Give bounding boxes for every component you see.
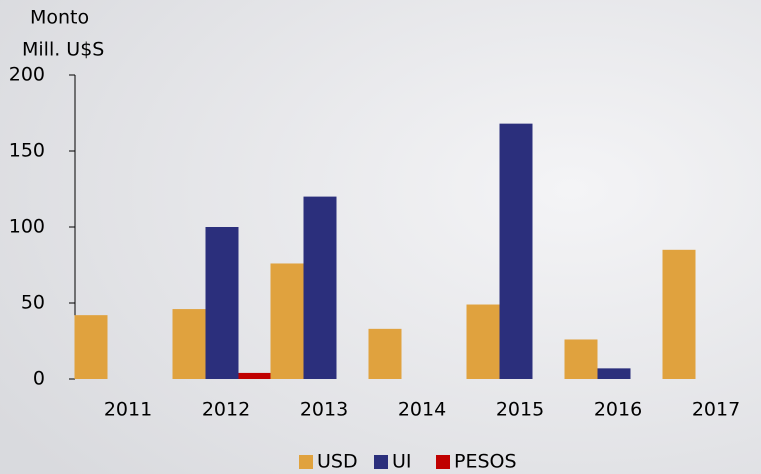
bar — [172, 309, 206, 379]
y-tick-label: 100 — [9, 216, 45, 238]
y-tick-label: 200 — [9, 64, 45, 86]
y-tick-label: 50 — [21, 292, 45, 314]
bar — [74, 315, 108, 379]
legend-swatch — [374, 455, 388, 469]
x-tick-label: 2012 — [202, 399, 250, 421]
x-tick-label: 2015 — [496, 399, 544, 421]
y-axis-label: Mill. U$S — [22, 39, 104, 61]
legend-swatch — [299, 455, 313, 469]
legend-label: USD — [317, 451, 358, 473]
bar — [368, 328, 402, 379]
y-tick-label: 0 — [33, 368, 45, 390]
legend-swatch — [436, 455, 450, 469]
legend-label: PESOS — [454, 451, 517, 473]
x-tick-label: 2014 — [398, 399, 446, 421]
bar — [466, 304, 500, 379]
x-tick-label: 2016 — [594, 399, 642, 421]
bar — [303, 196, 337, 379]
bar — [499, 123, 533, 379]
x-tick-label: 2017 — [692, 399, 740, 421]
bar — [205, 227, 239, 379]
bar — [270, 263, 304, 379]
y-tick-label: 150 — [9, 140, 45, 162]
x-tick-label: 2011 — [104, 399, 152, 421]
bar — [564, 339, 598, 379]
bar — [238, 372, 272, 379]
bar — [597, 368, 631, 379]
legend-label: UI — [392, 451, 412, 473]
bar — [662, 249, 696, 379]
x-tick-label: 2013 — [300, 399, 348, 421]
y-axis-label: Monto — [30, 7, 89, 29]
